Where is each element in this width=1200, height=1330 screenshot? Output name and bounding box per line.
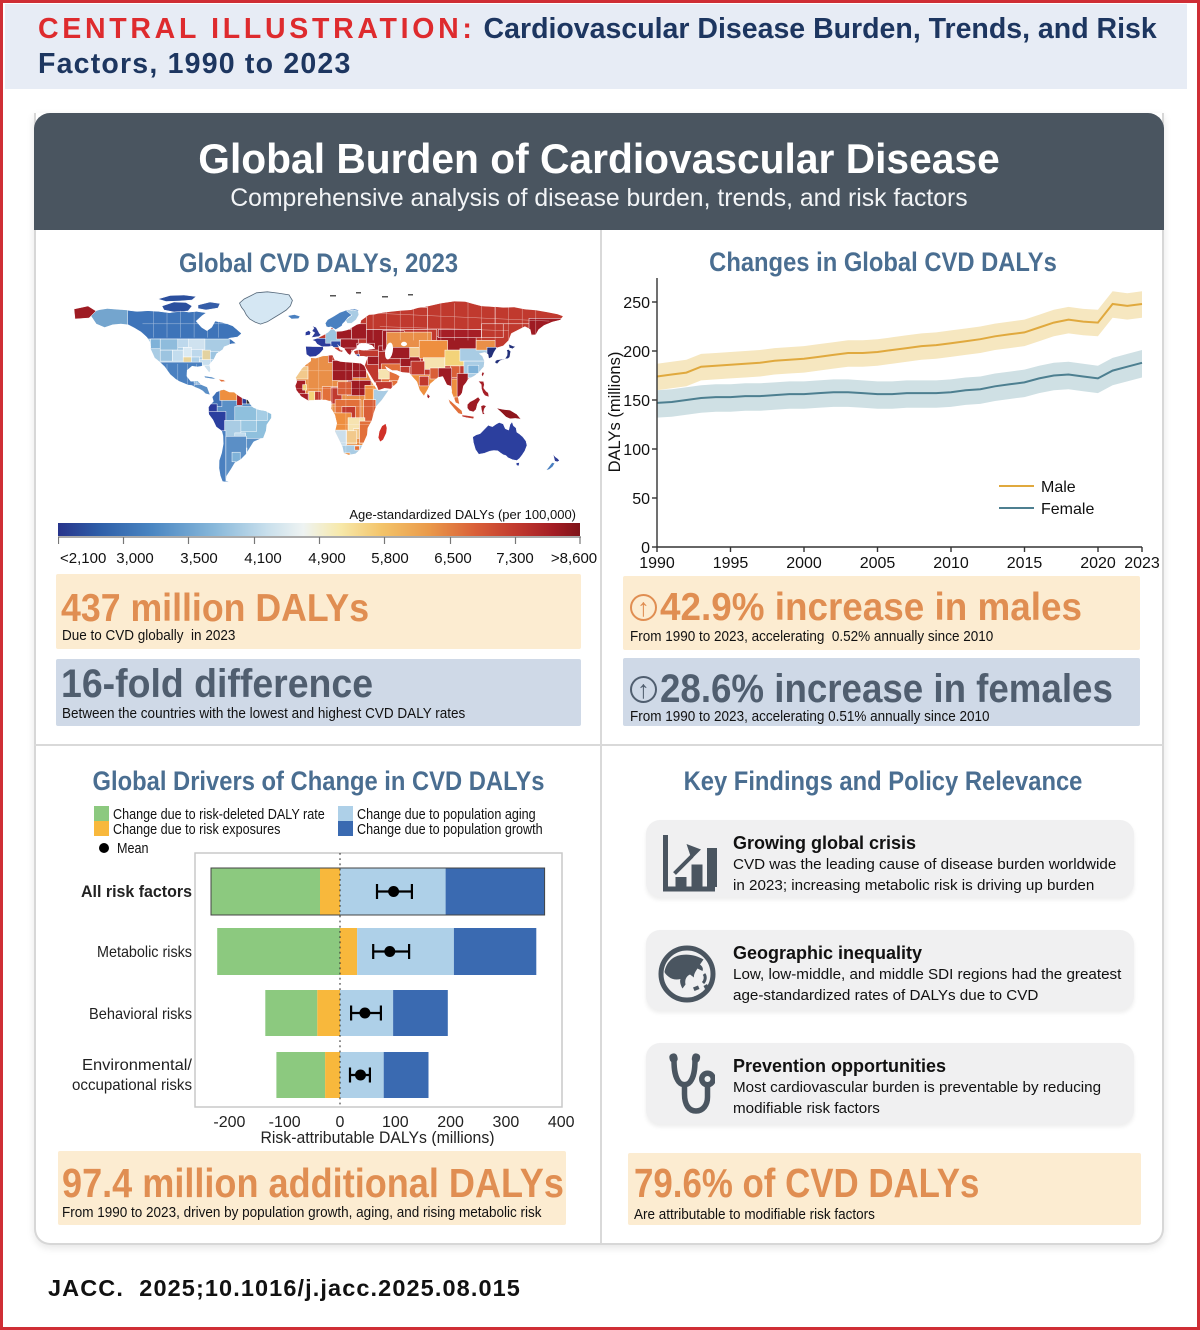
svg-text:1995: 1995 <box>713 555 749 572</box>
svg-text:Female: Female <box>1041 501 1094 518</box>
svg-text:150: 150 <box>623 393 650 410</box>
svg-text:2010: 2010 <box>933 555 969 572</box>
svg-text:2015: 2015 <box>1007 555 1043 572</box>
svg-text:1990: 1990 <box>639 555 675 572</box>
svg-text:-200: -200 <box>213 1114 245 1131</box>
svg-text:100: 100 <box>382 1114 409 1131</box>
svg-text:100: 100 <box>623 442 650 459</box>
svg-text:2023: 2023 <box>1124 555 1160 572</box>
svg-text:-100: -100 <box>269 1114 301 1131</box>
svg-text:Metabolic risks: Metabolic risks <box>97 944 192 961</box>
svg-text:Environmental/: Environmental/ <box>82 1057 193 1074</box>
svg-text:400: 400 <box>548 1114 575 1131</box>
svg-text:50: 50 <box>632 491 650 508</box>
svg-text:Male: Male <box>1041 479 1076 496</box>
svg-text:All risk factors: All risk factors <box>81 882 192 901</box>
svg-text:0: 0 <box>641 540 650 557</box>
svg-text:250: 250 <box>623 295 650 312</box>
svg-text:300: 300 <box>493 1114 520 1131</box>
svg-text:Behavioral risks: Behavioral risks <box>89 1006 192 1023</box>
svg-text:2005: 2005 <box>860 555 896 572</box>
svg-text:200: 200 <box>437 1114 464 1131</box>
svg-text:2020: 2020 <box>1080 555 1116 572</box>
svg-text:2000: 2000 <box>786 555 822 572</box>
svg-text:occupational risks: occupational risks <box>72 1077 192 1094</box>
svg-text:200: 200 <box>623 344 650 361</box>
svg-text:0: 0 <box>336 1114 345 1131</box>
svg-text:Risk-attributable DALYs (milli: Risk-attributable DALYs (millions) <box>261 1129 495 1146</box>
svg-text:DALYs (millions): DALYs (millions) <box>606 352 624 473</box>
